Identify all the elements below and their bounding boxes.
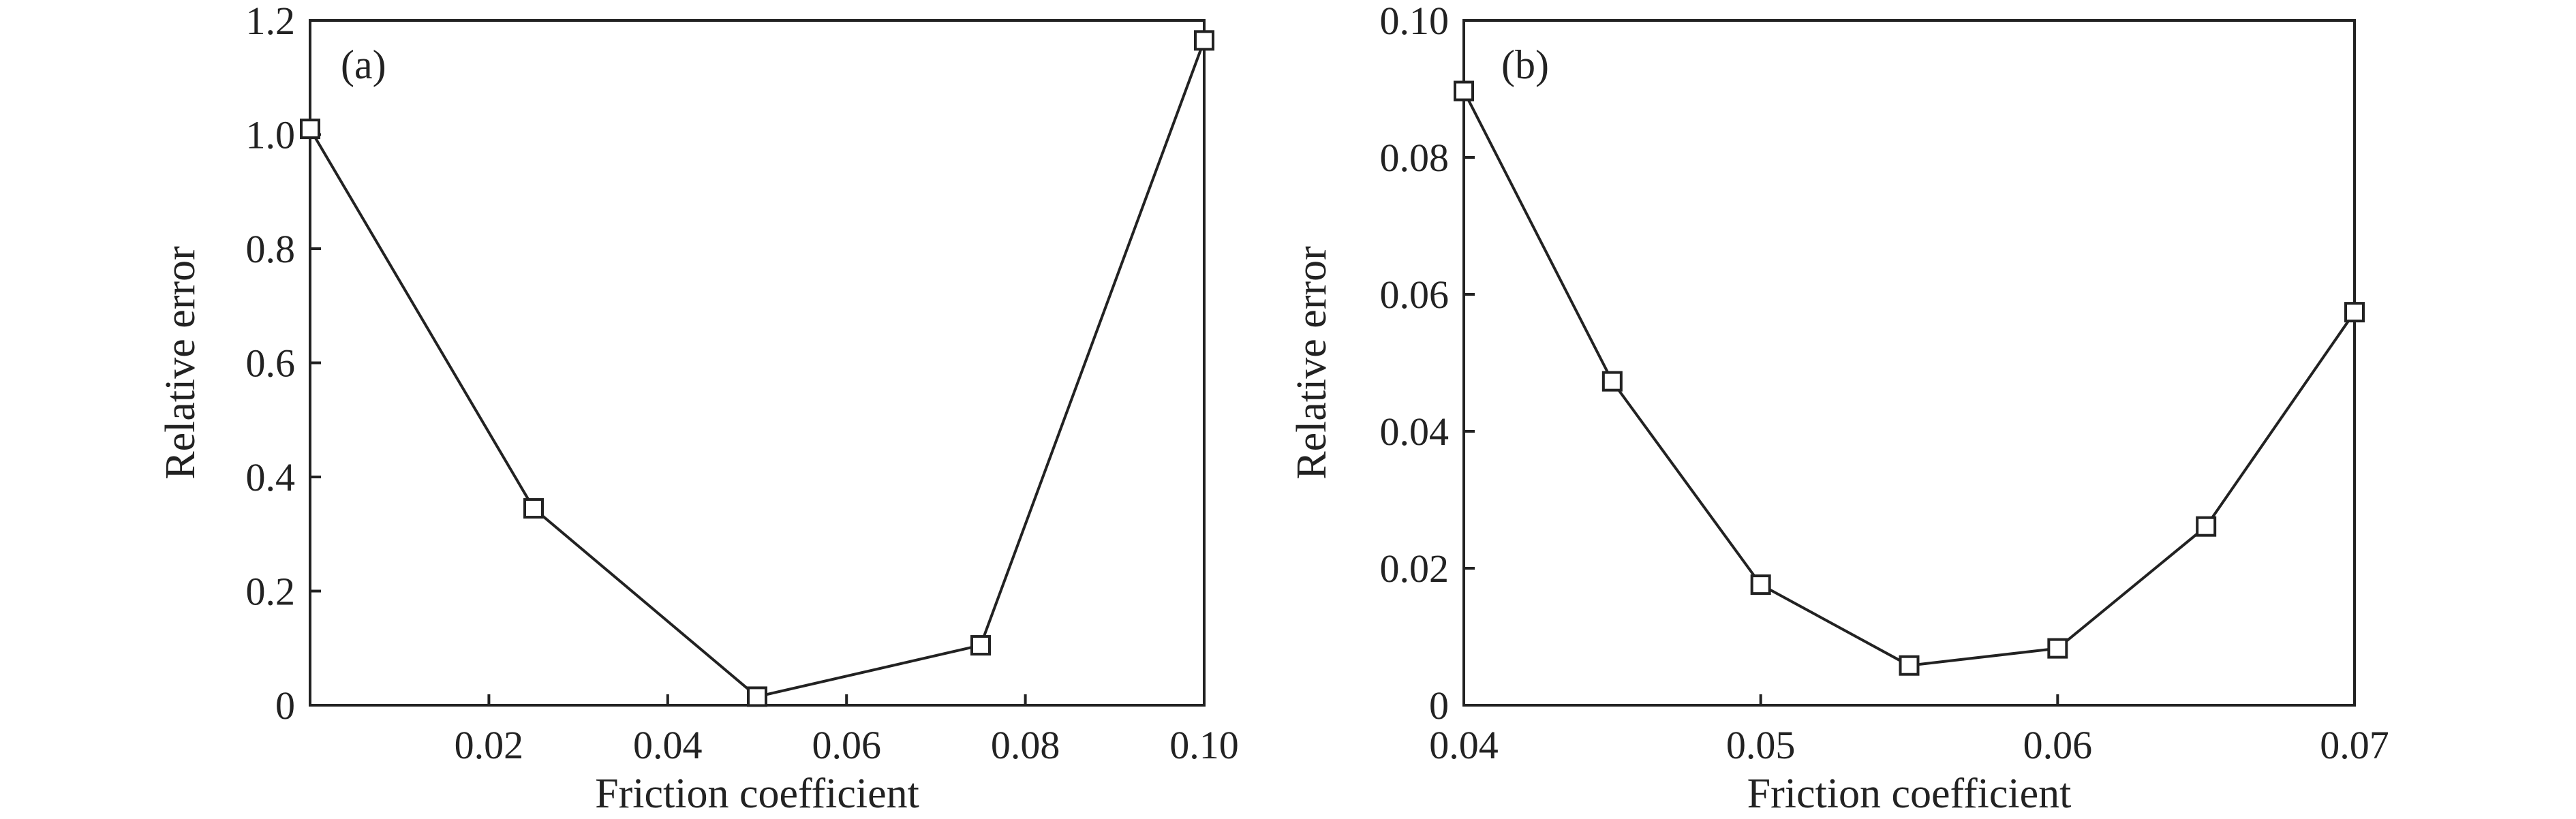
y-axis-title: Relative error: [157, 246, 204, 480]
x-tick-label: 0.02: [455, 723, 524, 767]
x-axis-title: Friction coefficient: [1747, 771, 2072, 817]
x-tick-label: 0.04: [1429, 723, 1499, 767]
data-point-marker: [970, 635, 991, 656]
data-point-marker: [2047, 638, 2068, 659]
data-point-marker: [1601, 371, 1623, 392]
plot-frame: [1462, 19, 2356, 707]
data-point-marker: [747, 686, 767, 707]
data-point-marker: [2196, 516, 2217, 537]
y-tick-label: 0.06: [1380, 273, 1450, 317]
y-tick-label: 0: [275, 683, 295, 728]
y-tick-label: 0.8: [246, 227, 296, 271]
y-tick-label: 0.2: [246, 570, 296, 614]
data-point-marker: [1899, 655, 1920, 676]
y-tick-label: 0.02: [1380, 546, 1450, 591]
chart-panel-b: 0 0.02 0.04 0.06 0.08 0.10 0.04 0.05 0.06 0.07 Fri…: [1289, 0, 2389, 817]
x-tick-label: 0.06: [812, 723, 881, 767]
y-axis-title: Relative error: [1289, 246, 1335, 480]
data-point-marker: [1750, 574, 1771, 596]
plot-frame: [309, 19, 1206, 707]
x-tick-label: 0.10: [1169, 723, 1239, 767]
data-point-marker: [2344, 302, 2365, 323]
data-point-marker: [1194, 30, 1214, 51]
chart-panel-a: 0 0.2 0.4 0.6 0.8 1.0 1.2 0.02 0.04 0.06 0.08 0.10 F…: [157, 0, 1239, 817]
x-tick-label: 0.05: [1726, 723, 1796, 767]
data-point-marker: [1454, 80, 1474, 102]
panel-label: (a): [341, 42, 386, 87]
series-line: [309, 40, 1206, 698]
y-tick-label: 0.4: [246, 455, 296, 499]
y-tick-label: 0.08: [1380, 136, 1450, 180]
y-tick-label: 0.6: [246, 341, 296, 386]
series-line: [1462, 90, 2356, 667]
y-tick-label: 1.0: [246, 113, 296, 157]
x-tick-label: 0.06: [2023, 723, 2093, 767]
data-point-marker: [300, 119, 320, 140]
y-tick-label: 0.04: [1380, 409, 1450, 454]
x-tick-label: 0.08: [991, 723, 1060, 767]
x-tick-label: 0.07: [2320, 723, 2389, 767]
x-tick-label: 0.04: [633, 723, 703, 767]
y-tick-label: 0: [1429, 683, 1449, 728]
y-tick-label: 1.2: [246, 0, 296, 43]
y-tick-label: 0.10: [1380, 0, 1450, 43]
x-axis-title: Friction coefficient: [595, 771, 919, 817]
panel-label: (b): [1501, 42, 1549, 87]
data-point-marker: [523, 498, 544, 519]
